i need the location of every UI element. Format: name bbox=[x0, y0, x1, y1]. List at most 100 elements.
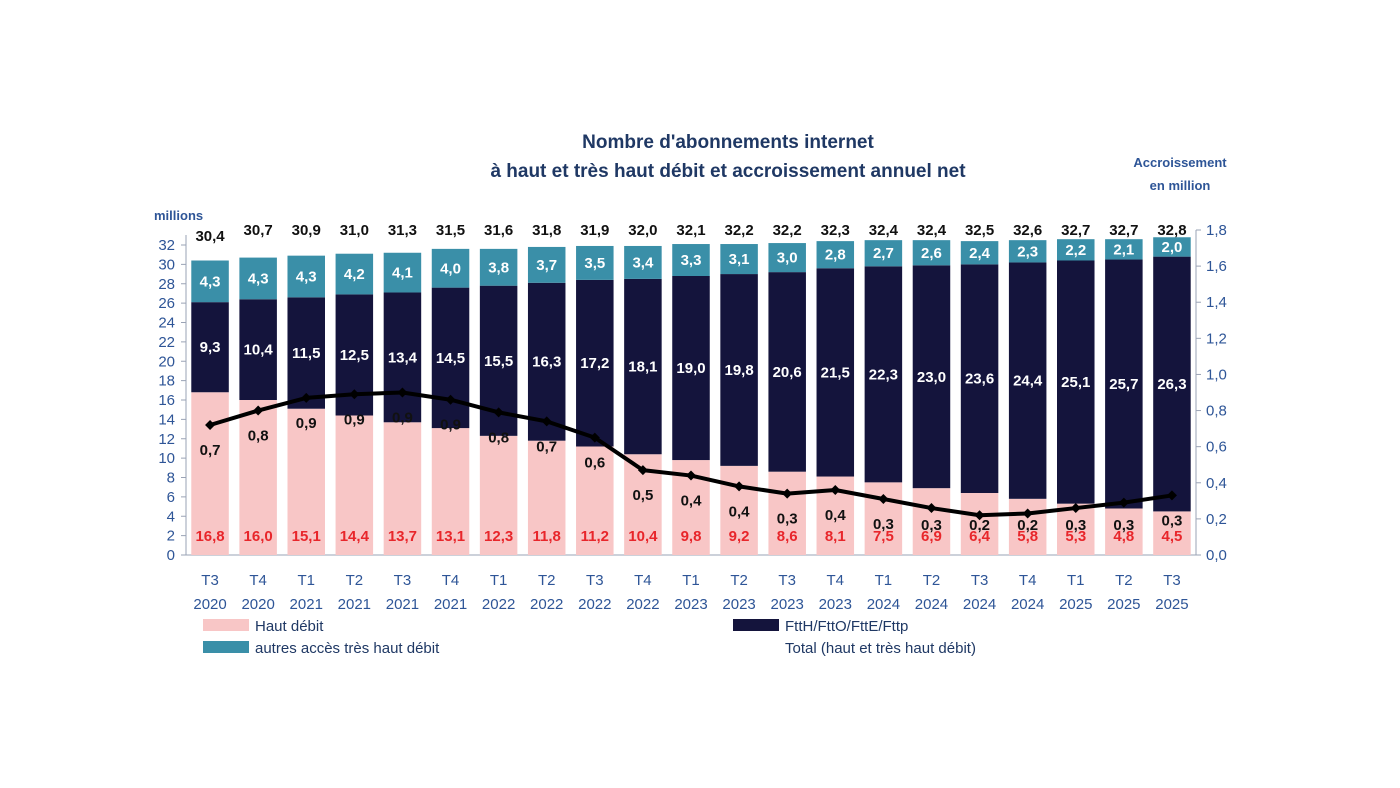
y-tick-label: 24 bbox=[158, 315, 175, 332]
data-label-ftth: 14,5 bbox=[436, 350, 465, 367]
x-tick-label-year: 2024 bbox=[963, 596, 996, 613]
x-tick-label-year: 2023 bbox=[674, 596, 707, 613]
x-tick-label-quarter: T3 bbox=[778, 572, 796, 589]
bar-autres-acces bbox=[912, 240, 951, 266]
data-label-accroissement: 0,6 bbox=[584, 455, 605, 472]
x-tick-label-quarter: T4 bbox=[634, 572, 652, 589]
line-point bbox=[1022, 508, 1033, 519]
y-tick-label: 12 bbox=[158, 431, 175, 448]
data-label-ftth: 15,5 bbox=[484, 353, 513, 370]
bar-ftth bbox=[383, 292, 422, 423]
x-tick-label-year: 2025 bbox=[1155, 596, 1188, 613]
data-label-autres-acces: 2,1 bbox=[1113, 241, 1134, 258]
x-tick-label-year: 2023 bbox=[771, 596, 804, 613]
data-label-haut-debit: 8,6 bbox=[777, 528, 798, 545]
line-point bbox=[1070, 503, 1081, 514]
data-label-total: 32,8 bbox=[1157, 222, 1186, 239]
data-label-ftth: 23,6 bbox=[965, 371, 994, 388]
line-point bbox=[686, 470, 696, 481]
bar-autres-acces bbox=[431, 248, 470, 288]
y2-tick-label: 1,2 bbox=[1206, 330, 1227, 347]
x-tick-label-year: 2024 bbox=[867, 596, 900, 613]
data-label-autres-acces: 3,1 bbox=[729, 251, 750, 268]
data-label-haut-debit: 11,8 bbox=[533, 528, 561, 545]
data-label-total: 32,3 bbox=[821, 222, 850, 239]
data-label-accroissement: 0,4 bbox=[681, 493, 703, 510]
bar-haut-debit bbox=[431, 428, 470, 555]
x-tick-label-year: 2022 bbox=[626, 596, 659, 613]
bar-autres-acces bbox=[287, 255, 325, 298]
data-label-haut-debit: 6,9 bbox=[921, 528, 942, 545]
bar-ftth bbox=[768, 272, 806, 472]
y-tick-label: 30 bbox=[158, 256, 175, 273]
x-tick-label-quarter: T1 bbox=[682, 572, 700, 589]
chart-title-line-2: à haut et très haut débit et accroisseme… bbox=[490, 161, 966, 182]
x-tick-label-quarter: T3 bbox=[394, 572, 412, 589]
data-label-autres-acces: 4,3 bbox=[200, 273, 221, 290]
data-label-autres-acces: 2,4 bbox=[969, 245, 991, 262]
data-label-total: 32,1 bbox=[676, 222, 705, 239]
y-tick-label: 32 bbox=[158, 237, 175, 254]
y-tick-label: 2 bbox=[167, 528, 175, 545]
data-label-autres-acces: 2,7 bbox=[873, 245, 894, 262]
bar-autres-acces bbox=[479, 248, 518, 286]
data-label-accroissement: 0,9 bbox=[392, 410, 413, 427]
x-tick-label-year: 2022 bbox=[578, 596, 611, 613]
line-point bbox=[878, 494, 889, 505]
data-label-accroissement: 0,3 bbox=[1162, 512, 1183, 529]
x-tick-label-quarter: T3 bbox=[971, 572, 989, 589]
data-label-haut-debit: 13,7 bbox=[388, 528, 417, 545]
x-tick-label-year: 2025 bbox=[1107, 596, 1140, 613]
line-point bbox=[926, 503, 937, 514]
data-label-haut-debit: 5,3 bbox=[1065, 528, 1086, 545]
x-tick-label-year: 2023 bbox=[819, 596, 852, 613]
data-label-autres-acces: 3,5 bbox=[584, 255, 605, 272]
line-point bbox=[1118, 497, 1129, 508]
y-tick-label: 20 bbox=[158, 353, 175, 370]
bar-autres-acces bbox=[576, 245, 614, 280]
data-label-haut-debit: 12,3 bbox=[484, 528, 513, 545]
legend-label: Haut débit bbox=[255, 618, 324, 635]
x-tick-label-year: 2024 bbox=[915, 596, 948, 613]
y-tick-label: 0 bbox=[167, 547, 175, 564]
line-point bbox=[397, 387, 408, 398]
data-label-ftth: 19,0 bbox=[676, 360, 705, 377]
bar-ftth bbox=[239, 299, 277, 400]
data-label-ftth: 13,4 bbox=[388, 349, 418, 366]
data-label-total: 32,2 bbox=[724, 222, 753, 239]
data-label-autres-acces: 2,2 bbox=[1065, 242, 1086, 259]
y2-axis-label-line-1: Accroissement bbox=[1133, 155, 1227, 170]
line-point bbox=[637, 465, 648, 476]
x-tick-label-quarter: T3 bbox=[201, 572, 219, 589]
bar-haut-debit bbox=[287, 408, 325, 555]
x-tick-label-quarter: T2 bbox=[346, 572, 364, 589]
data-label-autres-acces: 3,3 bbox=[681, 252, 702, 269]
data-label-accroissement: 0,9 bbox=[344, 411, 365, 428]
data-label-autres-acces: 4,0 bbox=[440, 260, 461, 277]
bar-autres-acces bbox=[1105, 239, 1143, 260]
data-label-total: 31,0 bbox=[340, 222, 369, 239]
bar-ftth bbox=[864, 266, 903, 483]
x-tick-label-year: 2021 bbox=[338, 596, 371, 613]
bar-autres-acces bbox=[624, 245, 662, 279]
y-tick-label: 22 bbox=[158, 334, 175, 351]
data-label-total: 30,7 bbox=[244, 222, 273, 239]
line-point bbox=[734, 481, 745, 492]
x-tick-label-year: 2023 bbox=[722, 596, 755, 613]
data-label-haut-debit: 7,5 bbox=[873, 528, 894, 545]
data-label-ftth: 10,4 bbox=[244, 342, 274, 359]
data-label-accroissement: 0,4 bbox=[825, 507, 847, 524]
bar-haut-debit bbox=[576, 446, 614, 555]
data-label-ftth: 19,8 bbox=[724, 362, 753, 379]
x-tick-label-quarter: T3 bbox=[586, 572, 604, 589]
x-tick-label-quarter: T2 bbox=[1115, 572, 1133, 589]
data-label-total: 32,4 bbox=[917, 222, 947, 239]
y2-tick-label: 1,4 bbox=[1206, 294, 1227, 311]
x-tick-label-year: 2021 bbox=[290, 596, 323, 613]
x-tick-label-quarter: T4 bbox=[1019, 572, 1037, 589]
line-point bbox=[445, 394, 456, 405]
x-tick-label-quarter: T1 bbox=[875, 572, 893, 589]
data-label-accroissement: 0,8 bbox=[248, 428, 269, 445]
bar-autres-acces bbox=[239, 257, 277, 300]
